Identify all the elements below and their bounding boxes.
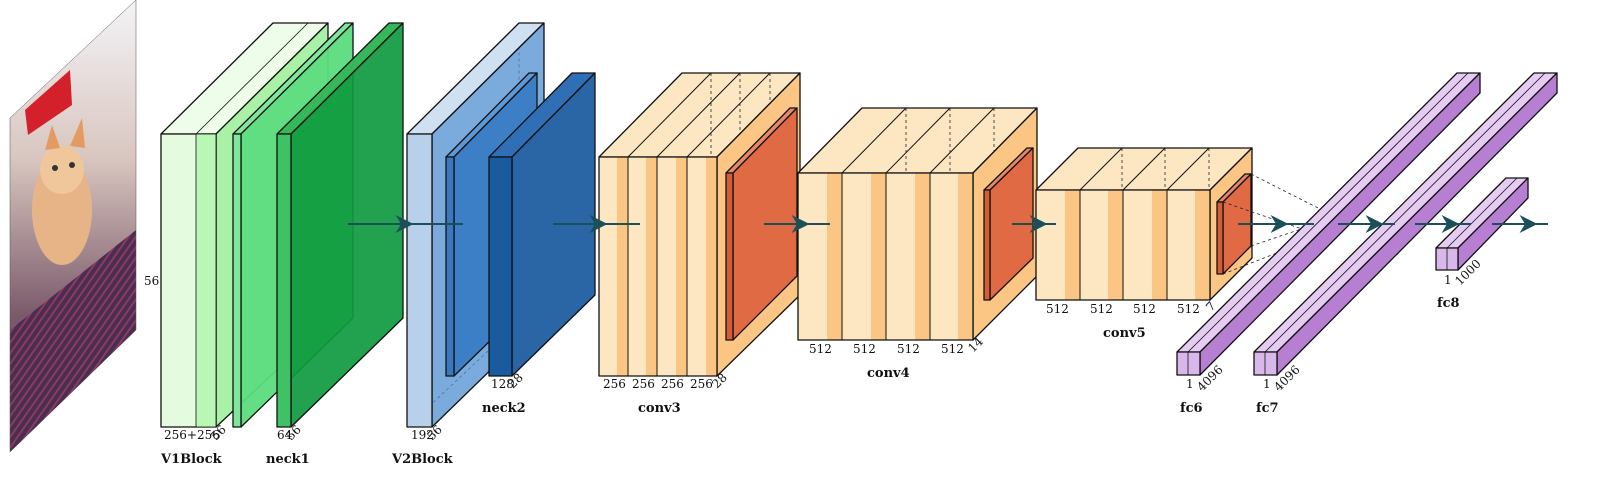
input-image	[9, 0, 137, 453]
conv5-ch-label: 512	[1177, 302, 1200, 316]
conv3-ch-label: 256	[603, 377, 626, 391]
v1-depth-label: 256+256	[164, 428, 220, 442]
conv3-name: conv3	[638, 401, 681, 416]
fc6-a-label: 1	[1186, 377, 1194, 391]
fc7-name: fc7	[1256, 401, 1279, 416]
v2-depth-label: 192	[411, 428, 434, 442]
conv3-ch-label: 256	[661, 377, 684, 391]
neck1-depth-label: 64	[277, 428, 293, 442]
conv3-ch-label: 256	[690, 377, 713, 391]
conv5-width-label: 7	[1203, 299, 1218, 314]
conv4-ch-label: 512	[941, 342, 964, 356]
v1block-name: V1Block	[160, 452, 223, 467]
neck2-name: neck2	[482, 401, 526, 416]
conv5-name: conv5	[1103, 326, 1146, 341]
conv3-ch-label: 256	[632, 377, 655, 391]
conv4-layer	[797, 107, 1038, 341]
v2block-name: V2Block	[391, 452, 454, 467]
fc8-a-label: 1	[1444, 273, 1452, 287]
neck1-name: neck1	[266, 452, 310, 467]
conv4-ch-label: 512	[809, 342, 832, 356]
neck2-depth-label: 128	[491, 377, 514, 391]
conv4-name: conv4	[867, 366, 910, 381]
fc7-a-label: 1	[1263, 377, 1271, 391]
conv5-pool	[1216, 173, 1252, 275]
fc6-name: fc6	[1180, 401, 1203, 416]
conv5-ch-label: 512	[1090, 302, 1113, 316]
neck1-layer-b	[276, 22, 404, 428]
layer-names: V1Block neck1 V2Block neck2 conv3 conv4 …	[160, 296, 1460, 467]
conv5-layer	[1035, 147, 1253, 301]
v1-height-label: 56	[144, 274, 159, 288]
conv5-ch-label: 512	[1133, 302, 1156, 316]
conv4-ch-label: 512	[897, 342, 920, 356]
conv4-ch-label: 512	[853, 342, 876, 356]
conv5-ch-label: 512	[1046, 302, 1069, 316]
conv4-pool	[983, 147, 1034, 301]
conv3-layer	[598, 72, 801, 377]
fc8-name: fc8	[1437, 296, 1460, 311]
